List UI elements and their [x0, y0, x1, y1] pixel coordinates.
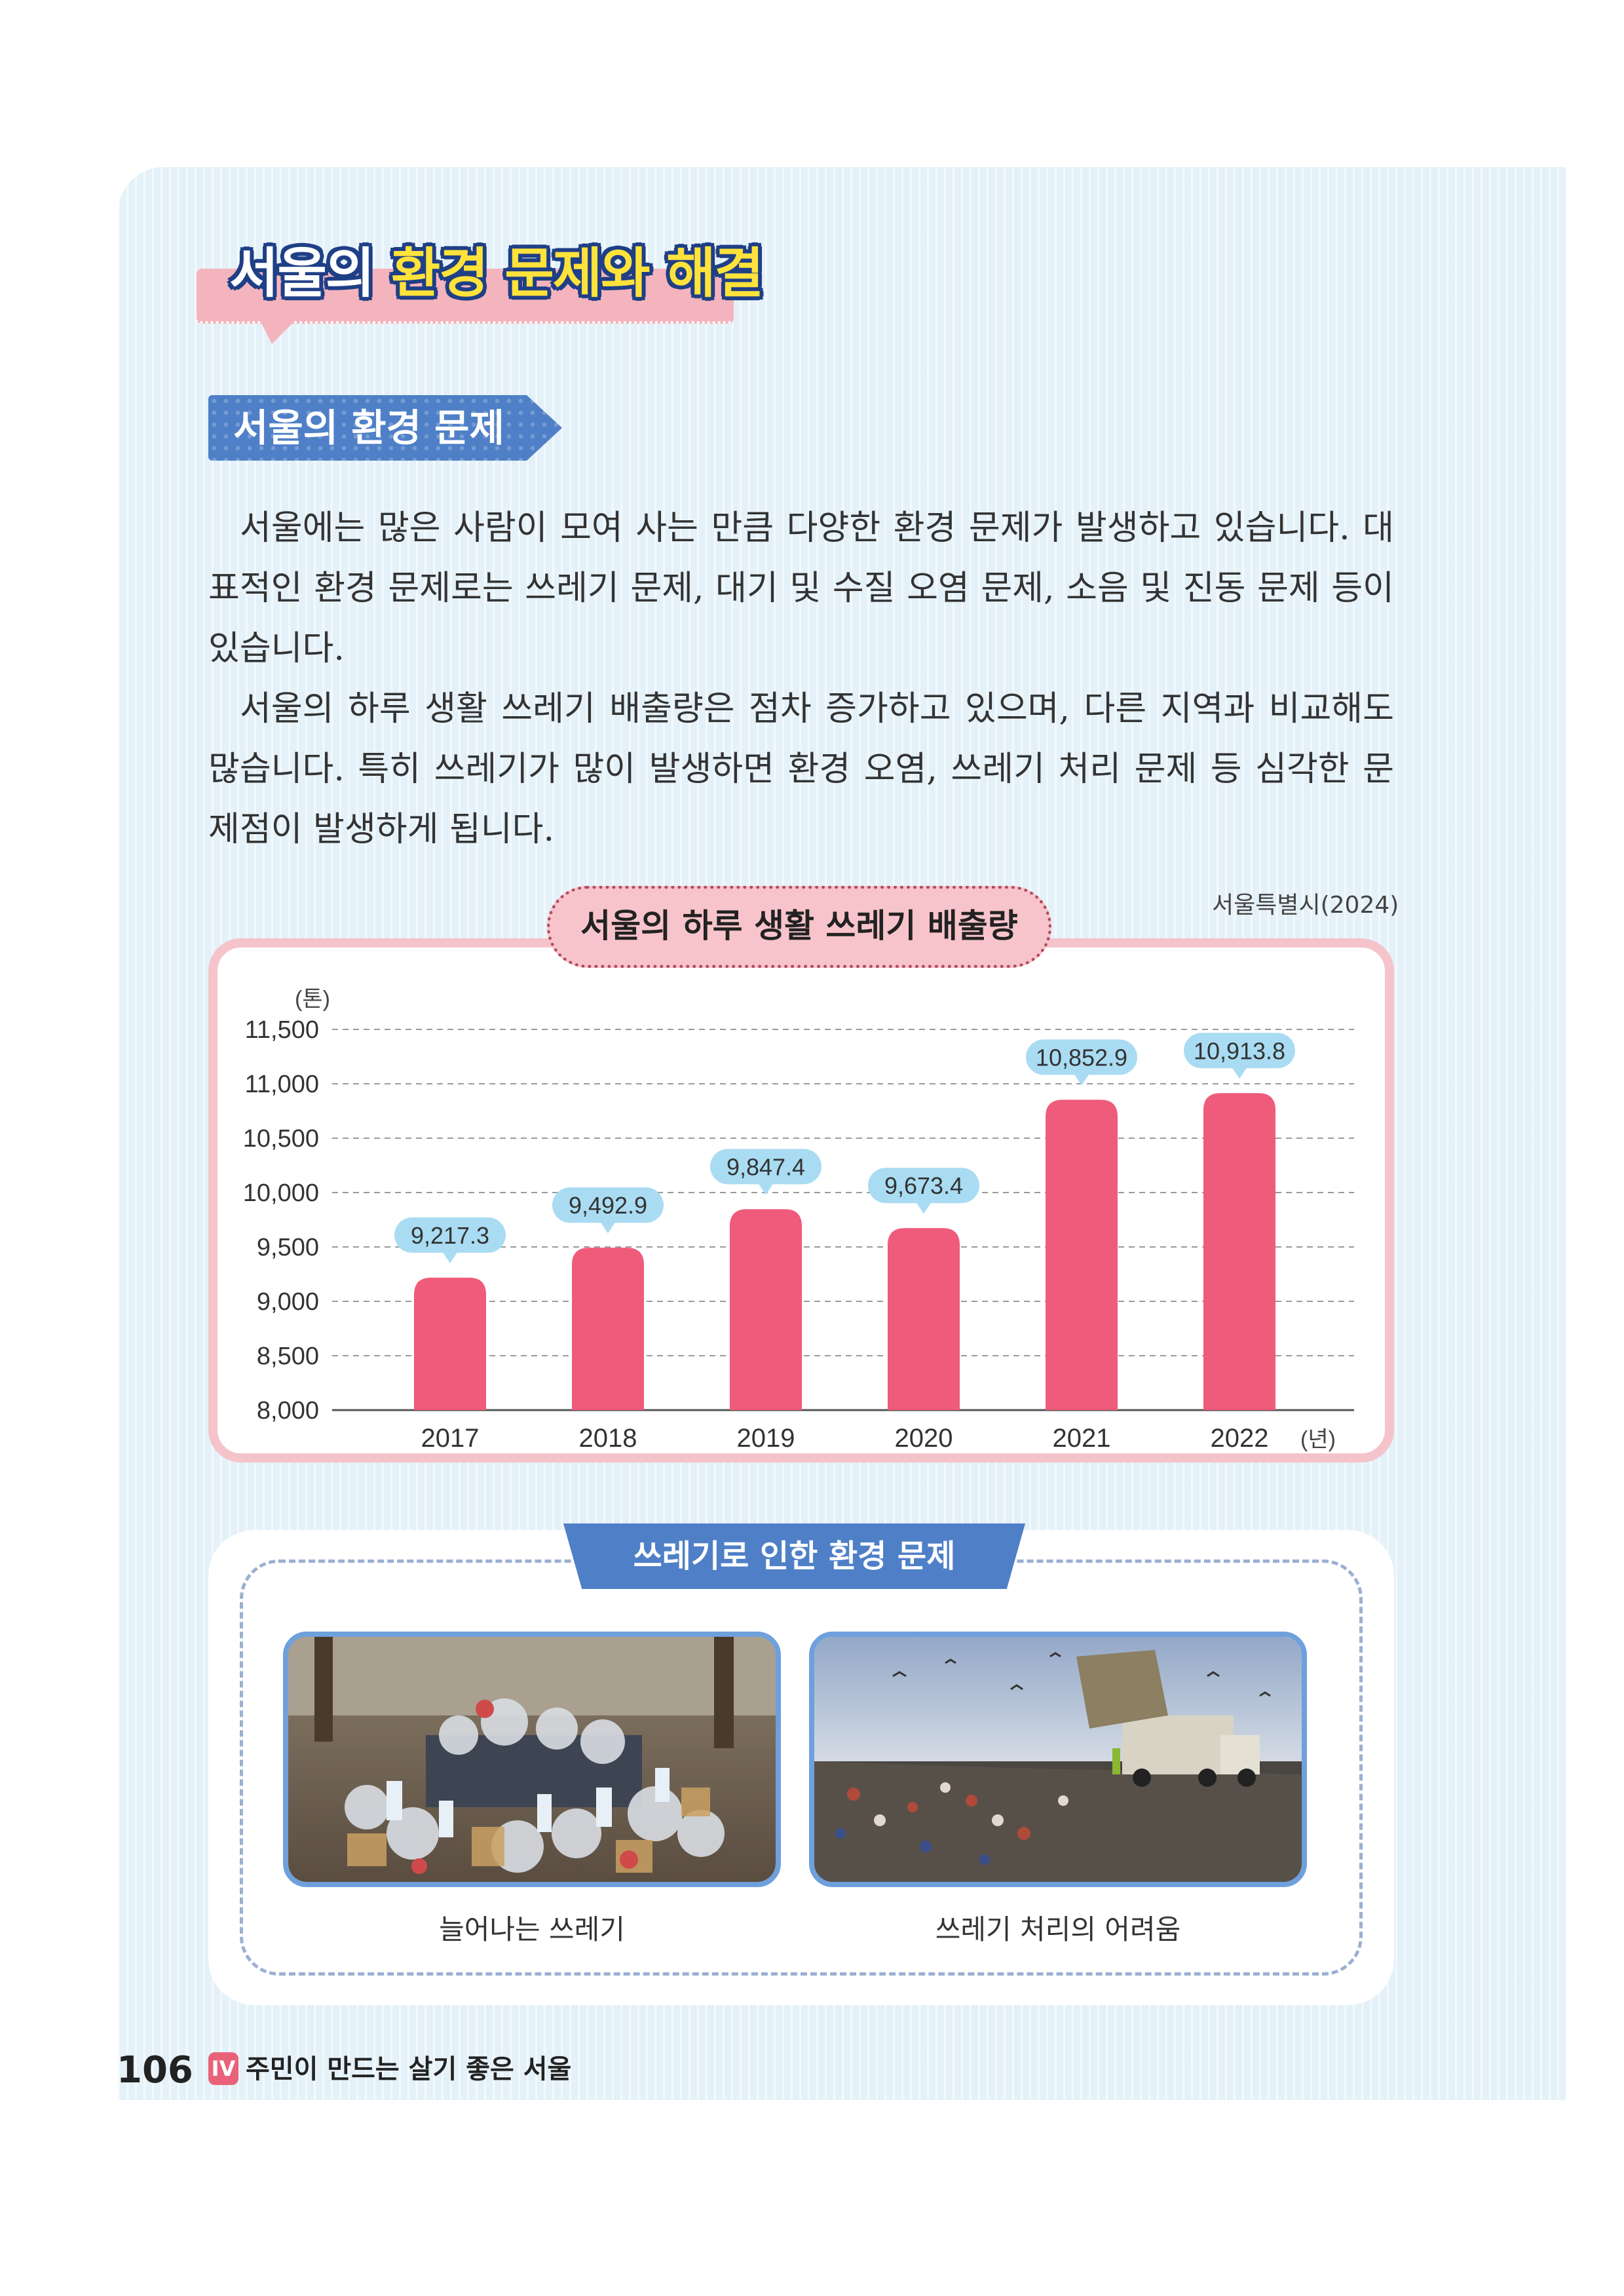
bar-chart: (톤) 8,000 8,500 9,000 9,500 10,000 10,500 11,00… — [243, 987, 1354, 1453]
value-label-bubble — [1026, 1039, 1137, 1075]
value-label-pointer — [1074, 1073, 1089, 1086]
value-label: 9,217.3 — [411, 1222, 489, 1249]
chart-title-pill: 서울의 하루 생활 쓰레기 배출량 — [547, 886, 1051, 968]
value-label-pointer — [758, 1183, 774, 1195]
x-tick-label: 2019 — [737, 1424, 795, 1453]
page-number: 106 — [117, 2049, 193, 2092]
chart-title: 서울의 하루 생활 쓰레기 배출량 — [580, 907, 1018, 945]
x-tick-label: 2018 — [579, 1424, 637, 1453]
page-title: 서울의 환경 문제와 해결 — [229, 241, 764, 307]
chapter-badge: IV — [208, 2052, 238, 2085]
bar — [888, 1228, 960, 1410]
photo-landfill-truck — [809, 1632, 1307, 1887]
value-label-bubble — [394, 1217, 506, 1253]
value-label-pointer — [916, 1202, 932, 1214]
y-tick-label: 11,000 — [245, 1071, 319, 1098]
y-tick-label: 10,500 — [243, 1125, 319, 1153]
y-tick-label: 8,500 — [257, 1343, 319, 1370]
bar — [572, 1248, 644, 1410]
value-label-pointer — [1232, 1067, 1247, 1079]
y-tick-label: 10,000 — [243, 1179, 319, 1207]
trash-heading-tab: 쓰레기로 인한 환경 문제 — [563, 1523, 1025, 1589]
value-label-pointer — [600, 1221, 616, 1234]
chart-source: 서울특별시(2024) — [1212, 892, 1399, 919]
section-heading-text: 서울의 환경 문제 — [233, 406, 504, 450]
y-tick-label: 9,500 — [257, 1234, 319, 1261]
bar — [1046, 1100, 1118, 1410]
body-paragraph-2: 서울의 하루 생활 쓰레기 배출량은 점차 증가하고 있으며, 다른 지역과 비… — [208, 689, 1394, 849]
page-title-part2: 환경 문제와 해결 — [390, 242, 764, 305]
y-tick-label: 8,000 — [257, 1397, 319, 1425]
bar — [730, 1209, 802, 1410]
x-tick-label: 2017 — [421, 1424, 480, 1453]
chapter-title: 주민이 만드는 살기 좋은 서울 — [246, 2054, 572, 2084]
bar — [1203, 1093, 1275, 1410]
y-axis-unit: (톤) — [295, 987, 330, 1012]
x-axis-unit: (년) — [1300, 1427, 1336, 1452]
body-text: 서울에는 많은 사람이 모여 사는 만큼 다양한 환경 문제가 발생하고 있습니… — [208, 498, 1394, 860]
photo-overflowing-trash — [283, 1632, 781, 1887]
x-tick-label: 2021 — [1053, 1424, 1111, 1453]
value-label-bubble — [868, 1168, 979, 1204]
x-tick-label: 2020 — [895, 1424, 953, 1453]
body-paragraph-1: 서울에는 많은 사람이 모여 사는 만큼 다양한 환경 문제가 발생하고 있습니… — [208, 508, 1394, 668]
value-label: 9,847.4 — [727, 1153, 805, 1180]
section-heading: 서울의 환경 문제 — [208, 395, 562, 461]
photo2-caption: 쓰레기 처리의 어려움 — [935, 1913, 1181, 1945]
photo1-caption: 늘어나는 쓰레기 — [439, 1913, 625, 1945]
value-label-bubble — [552, 1187, 664, 1223]
value-label: 9,492.9 — [569, 1192, 647, 1219]
x-tick-label: 2022 — [1211, 1424, 1269, 1453]
value-label-bubble — [710, 1149, 821, 1185]
bar — [414, 1277, 486, 1410]
value-label: 10,913.8 — [1194, 1037, 1285, 1064]
value-label-pointer — [442, 1251, 458, 1263]
value-label-bubble — [1184, 1033, 1295, 1069]
value-label: 10,852.9 — [1036, 1044, 1127, 1071]
page-title-part1: 서울의 — [229, 242, 375, 305]
trash-heading: 쓰레기로 인한 환경 문제 — [633, 1538, 956, 1575]
chart-frame: (톤) 8,000 8,500 9,000 9,500 10,000 10,500 11,00… — [208, 938, 1394, 1463]
value-label: 9,673.4 — [884, 1172, 963, 1199]
y-tick-label: 9,000 — [257, 1288, 319, 1316]
title-ribbon — [197, 269, 734, 324]
y-tick-label: 11,500 — [245, 1016, 319, 1044]
title-ribbon-tail — [259, 318, 298, 344]
